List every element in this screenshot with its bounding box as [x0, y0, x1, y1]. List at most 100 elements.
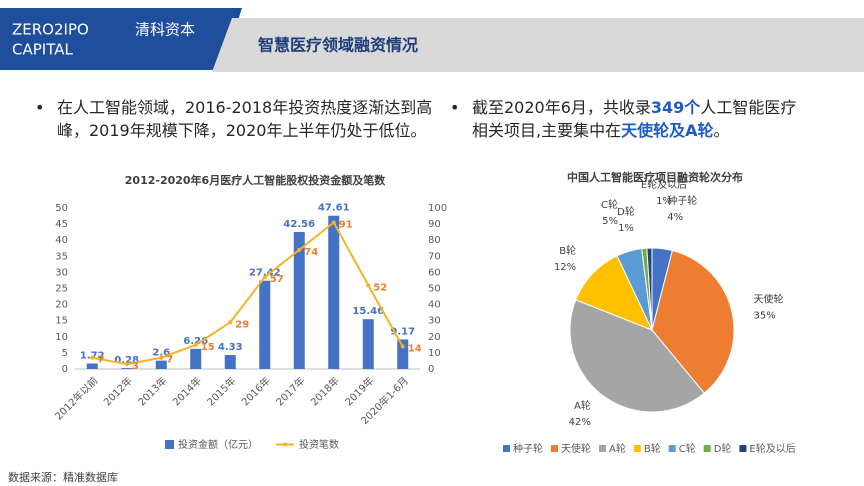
x-tick-label: 2016年: [239, 374, 273, 408]
bar: [293, 231, 305, 369]
y2-tick-label: 50: [428, 284, 441, 295]
legend-label: A轮: [609, 442, 626, 455]
line-label: 7: [166, 355, 173, 366]
bar: [259, 280, 271, 369]
chart-title: 中国人工智能医疗项目融资轮次分布: [567, 170, 743, 184]
x-tick-label: 2012年以前: [52, 374, 100, 422]
bullet-text: 349个: [650, 98, 701, 117]
line-marker: [331, 220, 336, 225]
logo-text: CAPITAL: [12, 41, 73, 59]
legend-swatch: [739, 445, 747, 452]
x-tick-label: 2019年: [342, 374, 376, 408]
legend-swatch: [668, 445, 676, 452]
line-label: 14: [408, 343, 422, 354]
pie-label: B轮: [559, 244, 576, 257]
legend-swatch: [503, 445, 510, 452]
bar-label: 9.17: [390, 326, 415, 337]
x-tick-label: 2015年: [204, 374, 238, 408]
line-marker: [297, 247, 302, 252]
y-tick-label: 50: [55, 203, 68, 214]
bar-label: 42.56: [283, 219, 315, 230]
bullet-text: 天使轮及A轮: [621, 121, 714, 140]
x-tick-label: 2018年: [308, 374, 342, 408]
pie-value-label: 42%: [569, 417, 591, 428]
pie-slice: [569, 299, 705, 413]
pie-value-label: 35%: [753, 310, 775, 321]
legend-label: 种子轮: [513, 442, 543, 455]
legend-label: 天使轮: [561, 442, 591, 455]
bar-label: 15.46: [352, 306, 384, 317]
bar: [190, 348, 202, 369]
bullet-text: 在人工智能领域，2016-2018年投资热度逐渐达到高峰，2019年规模下降，2…: [57, 98, 433, 140]
line-label: 52: [373, 282, 387, 293]
y2-tick-label: 10: [428, 348, 441, 359]
legend-label: B轮: [644, 442, 661, 455]
bar: [362, 319, 374, 369]
legend-swatch: [633, 445, 641, 452]
line-marker: [159, 355, 164, 360]
legend-swatch: [283, 442, 287, 447]
bar-label: 2.6: [152, 348, 170, 359]
y-tick-label: 20: [55, 300, 68, 311]
pie-slice: [646, 247, 653, 331]
y2-tick-label: 90: [428, 219, 441, 230]
line-marker: [228, 320, 233, 325]
y2-tick-label: 80: [428, 235, 441, 246]
y2-tick-label: 30: [428, 316, 441, 327]
legend-swatch: [703, 445, 711, 452]
legend-label: C轮: [679, 442, 696, 455]
y-tick-label: 45: [55, 219, 68, 230]
bar: [397, 339, 409, 369]
pie-value-label: 1%: [656, 196, 672, 207]
bar: [86, 363, 98, 369]
line-marker: [193, 342, 198, 347]
legend-label: 投资金额（亿元）: [178, 438, 258, 451]
y-tick-label: 15: [55, 316, 68, 327]
pie-label: A轮: [574, 399, 591, 412]
bar-label: 27.42: [249, 268, 281, 279]
legend-swatch: [551, 445, 558, 452]
logo-band: [0, 8, 242, 70]
bullet-text: 。: [713, 121, 730, 140]
y-tick-label: 10: [55, 332, 68, 343]
pie-value-label: 1%: [618, 223, 634, 234]
line-label: 3: [132, 361, 139, 372]
logo-cn: 清科资本: [135, 21, 195, 39]
line-label: 7: [97, 355, 104, 366]
bar-label: 6.26: [183, 336, 208, 347]
bullet: • 截至2020年6月，共收录349个人工智能医疗相关项目,主要集中在天使轮及A轮…: [450, 98, 797, 140]
pie-label: 种子轮: [667, 194, 697, 207]
chart-title: 2012-2020年6月医疗人工智能股权投资金额及笔数: [125, 173, 386, 187]
source: 数据来源：精准数据库: [8, 470, 118, 484]
y2-tick-label: 100: [428, 203, 447, 214]
line-label: 29: [235, 319, 249, 330]
y-tick-label: 0: [62, 364, 68, 375]
bar-label: 4.33: [218, 342, 243, 353]
y-tick-label: 40: [55, 235, 68, 246]
bullet: • 在人工智能领域，2016-2018年投资热度逐渐达到高峰，2019年规模下降，…: [35, 98, 433, 140]
legend-swatch: [165, 440, 174, 449]
pie-slice: [651, 249, 735, 394]
y2-tick-label: 70: [428, 251, 441, 262]
logo-text: ZERO2IPO: [12, 21, 89, 39]
legend-swatch: [599, 445, 606, 452]
title-band: [212, 18, 864, 72]
line-marker: [262, 275, 267, 280]
line-label: 15: [201, 342, 215, 353]
line-label: 57: [270, 274, 284, 285]
bar: [121, 368, 133, 369]
pie-value-label: 12%: [554, 262, 576, 273]
line-label: 91: [339, 219, 353, 230]
bar: [224, 355, 236, 369]
legend-label: D轮: [714, 442, 732, 455]
bullet-text: 截至2020年6月，共收录: [472, 98, 651, 117]
bar-label: 47.61: [318, 203, 350, 214]
pie-label: D轮: [617, 205, 635, 218]
x-tick-label: 2014年: [170, 374, 204, 408]
pie-label: 天使轮: [753, 292, 783, 305]
y-tick-label: 5: [62, 348, 68, 359]
legend-label: E轮及以后: [749, 442, 795, 455]
y2-tick-label: 20: [428, 332, 441, 343]
y-tick-label: 25: [55, 284, 68, 295]
